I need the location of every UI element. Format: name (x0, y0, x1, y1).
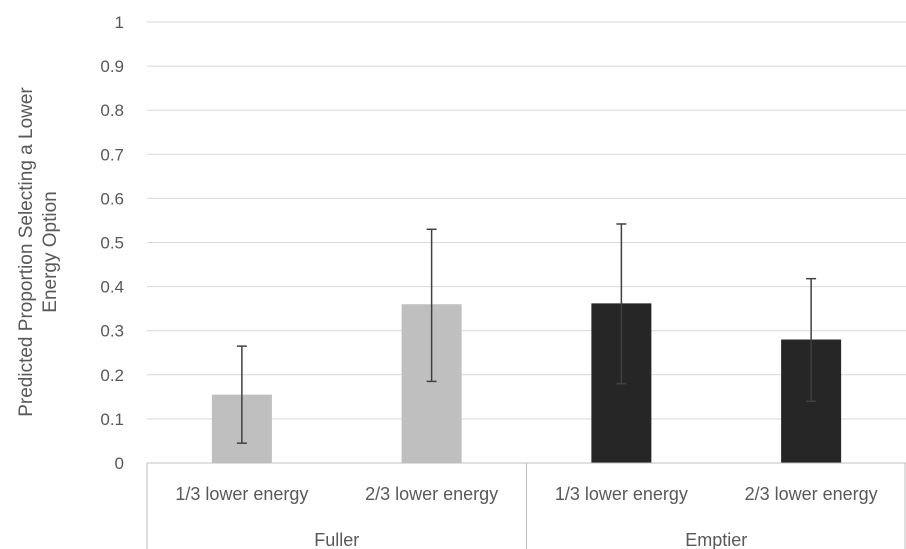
y-tick-label: 0.7 (100, 145, 124, 164)
error-bars (236, 223, 817, 444)
y-tick-label: 0.5 (100, 234, 124, 253)
bars (211, 303, 842, 463)
y-tick-label: 0.4 (100, 278, 124, 297)
x-category-label: 2/3 lower energy (365, 484, 498, 504)
gridlines (147, 21, 906, 420)
y-tick-label: 0.6 (100, 189, 124, 208)
x-category-label: 1/3 lower energy (175, 484, 308, 504)
y-tick-label: 1 (115, 13, 124, 32)
y-tick-label: 0 (115, 454, 124, 473)
y-tick-label: 0.3 (100, 322, 124, 341)
y-tick-label: 0.9 (100, 57, 124, 76)
y-tick-label: 0.2 (100, 366, 124, 385)
x-group-label: Fuller (314, 530, 359, 549)
y-tick-label: 0.1 (100, 410, 124, 429)
y-tick-label: 0.8 (100, 101, 124, 120)
y-axis-title-line-2: Energy Option (40, 191, 61, 312)
x-axis: 1/3 lower energy 2/3 lower energy 1/3 lowe… (146, 462, 906, 549)
y-axis-title-line-1: Predicted Proportion Selecting a Lower (16, 87, 37, 417)
y-axis-ticks: 0 0.1 0.2 0.3 0.4 0.5 0.6 0.7 0.8 0.9 1 (100, 13, 124, 473)
x-category-label: 2/3 lower energy (745, 484, 878, 504)
x-category-label: 1/3 lower energy (555, 484, 688, 504)
x-group-label: Emptier (685, 530, 747, 549)
